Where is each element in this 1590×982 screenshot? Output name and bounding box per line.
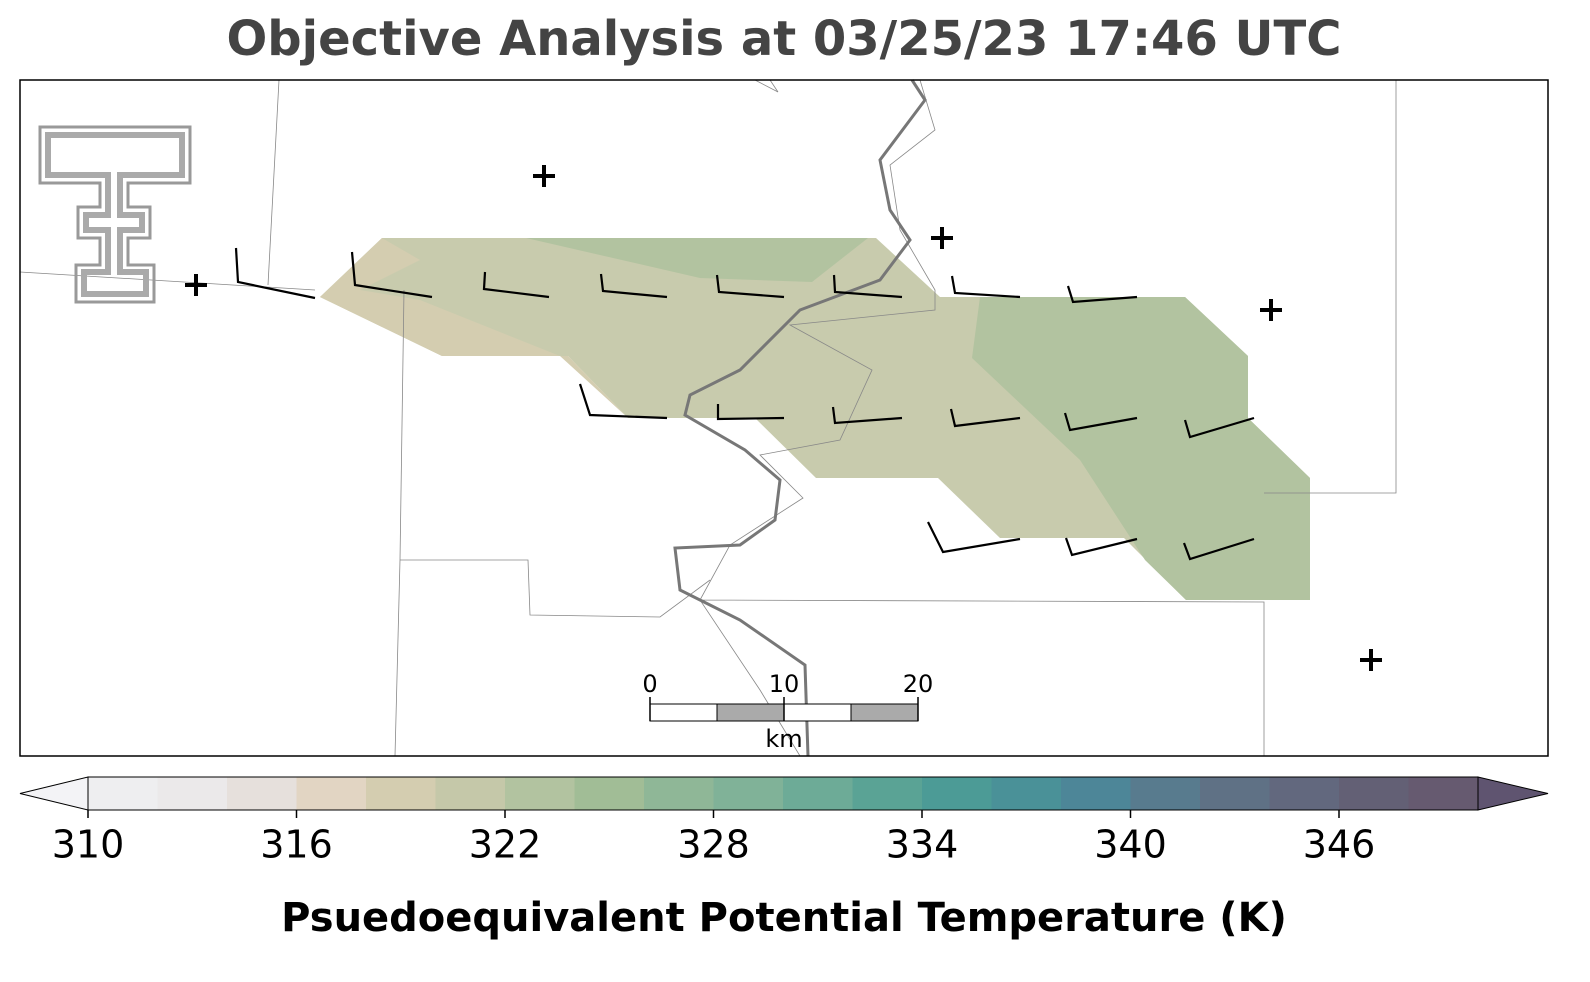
logo <box>38 125 192 304</box>
colorbar-tick-label: 346 <box>1303 823 1376 867</box>
station-markers <box>185 165 1382 671</box>
colorbar-bin <box>1130 777 1201 810</box>
colorbar-bin <box>88 777 158 810</box>
colorbar-bin <box>852 777 923 810</box>
colorbar-bin <box>227 777 297 810</box>
colorbar-bin <box>157 777 228 810</box>
colorbar-tick-label: 328 <box>677 823 750 867</box>
colorbar-bin <box>1339 777 1409 810</box>
scale-segment <box>716 703 785 722</box>
title: Objective Analysis at 03/25/23 17:46 UTC <box>227 11 1342 67</box>
colorbar-bin <box>366 777 436 810</box>
map-frame <box>19 79 1549 757</box>
scale-tick-label: 0 <box>642 670 657 698</box>
colorbar-tick-label: 322 <box>469 823 542 867</box>
colorbar: Psuedoequivalent Potential Temperature (… <box>19 776 1549 941</box>
map: km 0 10 20 <box>19 79 1549 757</box>
colorbar-tick-label: 310 <box>52 823 125 867</box>
colorbar-bin <box>574 777 645 810</box>
colorbar-bin <box>296 777 367 810</box>
scale-tick-label: 10 <box>769 670 800 698</box>
colorbar-extend-high <box>1477 776 1549 811</box>
colorbar-frame <box>87 776 1479 811</box>
colorbar-bin <box>644 777 714 810</box>
colorbar-bin <box>1200 777 1270 810</box>
colorbar-label: Psuedoequivalent Potential Temperature (… <box>281 895 1287 941</box>
scale-segment <box>649 703 718 722</box>
colorbar-bin <box>1061 777 1131 810</box>
colorbar-bin <box>1269 777 1340 810</box>
colorbar-bin <box>435 777 506 810</box>
theta-e-fill <box>972 297 1310 600</box>
colorbar-bin <box>505 777 575 810</box>
theta-e-fill <box>320 238 628 418</box>
scale-segment <box>850 703 919 722</box>
theta-e-fill <box>526 238 868 282</box>
colorbar-extend-low <box>19 776 89 811</box>
colorbar-bin <box>922 777 992 810</box>
scale-tick-label: 20 <box>903 670 934 698</box>
state-border <box>673 79 927 757</box>
colorbar-tick-label: 334 <box>886 823 959 867</box>
scale-bar: km 0 10 20 <box>642 670 933 753</box>
colorbar-bin <box>1408 777 1479 810</box>
colorbar-bin <box>991 777 1062 810</box>
scale-unit: km <box>765 725 802 753</box>
colorbar-bin <box>783 777 853 810</box>
scale-segment <box>783 703 852 722</box>
colorbar-tick-label: 316 <box>260 823 333 867</box>
wind-barbs <box>234 247 1255 561</box>
colorbar-bin <box>713 777 784 810</box>
colorbar-tick-label: 340 <box>1094 823 1167 867</box>
